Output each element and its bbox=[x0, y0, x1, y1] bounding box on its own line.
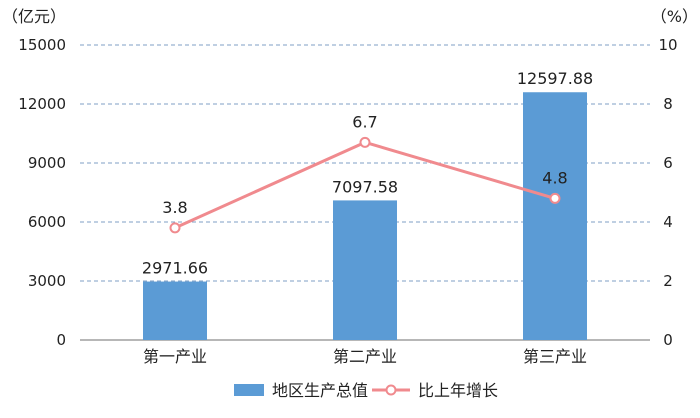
y-axis-left: 0 3000 6000 9000 12000 15000 bbox=[18, 36, 66, 349]
y-left-tick-label: 0 bbox=[56, 331, 66, 349]
bar bbox=[333, 200, 397, 340]
legend-bar-label: 地区生产总值 bbox=[272, 381, 368, 400]
bar bbox=[523, 92, 587, 340]
bar bbox=[143, 281, 207, 340]
line-point bbox=[359, 136, 371, 148]
line-data-label: 6.7 bbox=[352, 112, 377, 131]
legend-bar-swatch bbox=[234, 384, 264, 396]
y-right-tick-label: 10 bbox=[658, 36, 677, 54]
y-left-tick-label: 6000 bbox=[28, 213, 66, 231]
y-right-tick-label: 0 bbox=[663, 331, 673, 349]
y-right-tick-label: 8 bbox=[663, 95, 673, 113]
x-category-label: 第一产业 bbox=[143, 347, 207, 366]
y-axis-right: 0 2 4 6 8 10 bbox=[658, 36, 677, 349]
line-series: 3.8 6.7 4.8 bbox=[162, 112, 568, 234]
x-category-label: 第二产业 bbox=[333, 347, 397, 366]
y-left-tick-label: 15000 bbox=[18, 36, 66, 54]
x-axis-categories: 第一产业 第二产业 第三产业 bbox=[143, 347, 587, 366]
y-left-tick-label: 9000 bbox=[28, 154, 66, 172]
y-left-tick-label: 12000 bbox=[18, 95, 66, 113]
legend-line-label: 比上年增长 bbox=[418, 381, 498, 400]
y-axis-left-unit: （亿元） bbox=[2, 7, 66, 26]
line-data-label: 4.8 bbox=[542, 168, 567, 187]
legend-line-marker bbox=[385, 384, 397, 396]
bar-series: 2971.66 7097.58 12597.88 bbox=[142, 69, 593, 340]
x-category-label: 第三产业 bbox=[523, 347, 587, 366]
y-right-tick-label: 2 bbox=[663, 272, 673, 290]
y-right-tick-label: 6 bbox=[663, 154, 673, 172]
line-point bbox=[169, 222, 181, 234]
bar-data-label: 2971.66 bbox=[142, 259, 208, 278]
y-right-tick-label: 4 bbox=[663, 213, 673, 231]
y-axis-right-unit: （%） bbox=[651, 7, 698, 26]
line-point bbox=[549, 192, 561, 204]
bar-data-label: 7097.58 bbox=[332, 177, 398, 196]
legend: 地区生产总值 比上年增长 bbox=[234, 381, 498, 400]
y-left-tick-label: 3000 bbox=[28, 272, 66, 290]
bar-data-label: 12597.88 bbox=[517, 69, 593, 88]
line-data-label: 3.8 bbox=[162, 198, 187, 217]
